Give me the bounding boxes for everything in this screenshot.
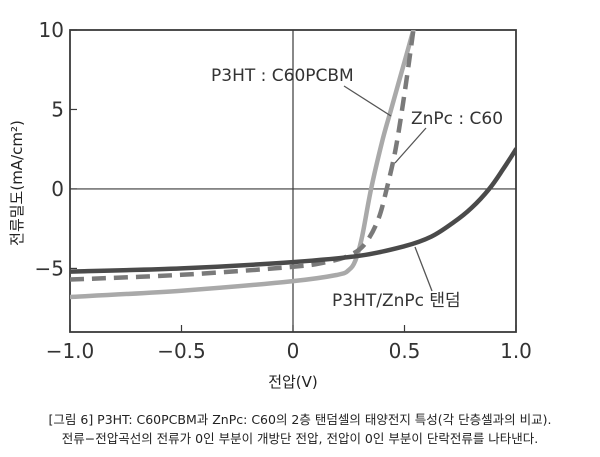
annotation-leader-pcbm	[343, 85, 392, 117]
annotation-znpc: ZnPc : C60	[411, 109, 503, 129]
y-tick-label: 5	[51, 97, 64, 121]
x-tick-label: 0	[287, 339, 300, 363]
y-tick-label: 10	[39, 18, 64, 42]
iv-curve-chart: −1.0 −0.5 0 0.5 1.0 10 5 0 −5 P3HT : C60PCBM Zn…	[8, 18, 532, 391]
x-tick-label: 0.5	[389, 339, 421, 363]
annotation-pcbm: P3HT : C60PCBM	[211, 66, 354, 86]
x-tick-label: 1.0	[500, 339, 532, 363]
figure-caption-line-2: 전류−전압곡선의 전류가 0인 부분이 개방단 전압, 전압이 0인 부분이 단…	[61, 431, 539, 446]
figure-caption-line-1: [그림 6] P3HT: C60PCBM과 ZnPc: C60의 2층 탠덤셀의…	[48, 412, 552, 427]
y-ticks: 10 5 0 −5	[35, 18, 77, 280]
x-tick-label: −0.5	[157, 339, 206, 363]
y-axis-title: 전류밀도(mA/cm²)	[8, 120, 26, 246]
series-layer	[70, 30, 516, 300]
x-axis-title: 전압(V)	[268, 373, 318, 391]
y-tick-label: −5	[35, 256, 64, 280]
annotation-leader-znpc	[394, 127, 427, 164]
annotation-tandem: P3HT/ZnPc 탠덤	[332, 291, 461, 311]
series-line-p3ht-znpc-tandem	[70, 146, 516, 274]
annotation-leader-tandem	[414, 246, 433, 292]
x-tick-label: −1.0	[46, 339, 95, 363]
series-line-znpc-c60	[70, 30, 416, 282]
y-tick-label: 0	[51, 177, 64, 201]
x-ticks: −1.0 −0.5 0 0.5 1.0	[46, 325, 532, 363]
